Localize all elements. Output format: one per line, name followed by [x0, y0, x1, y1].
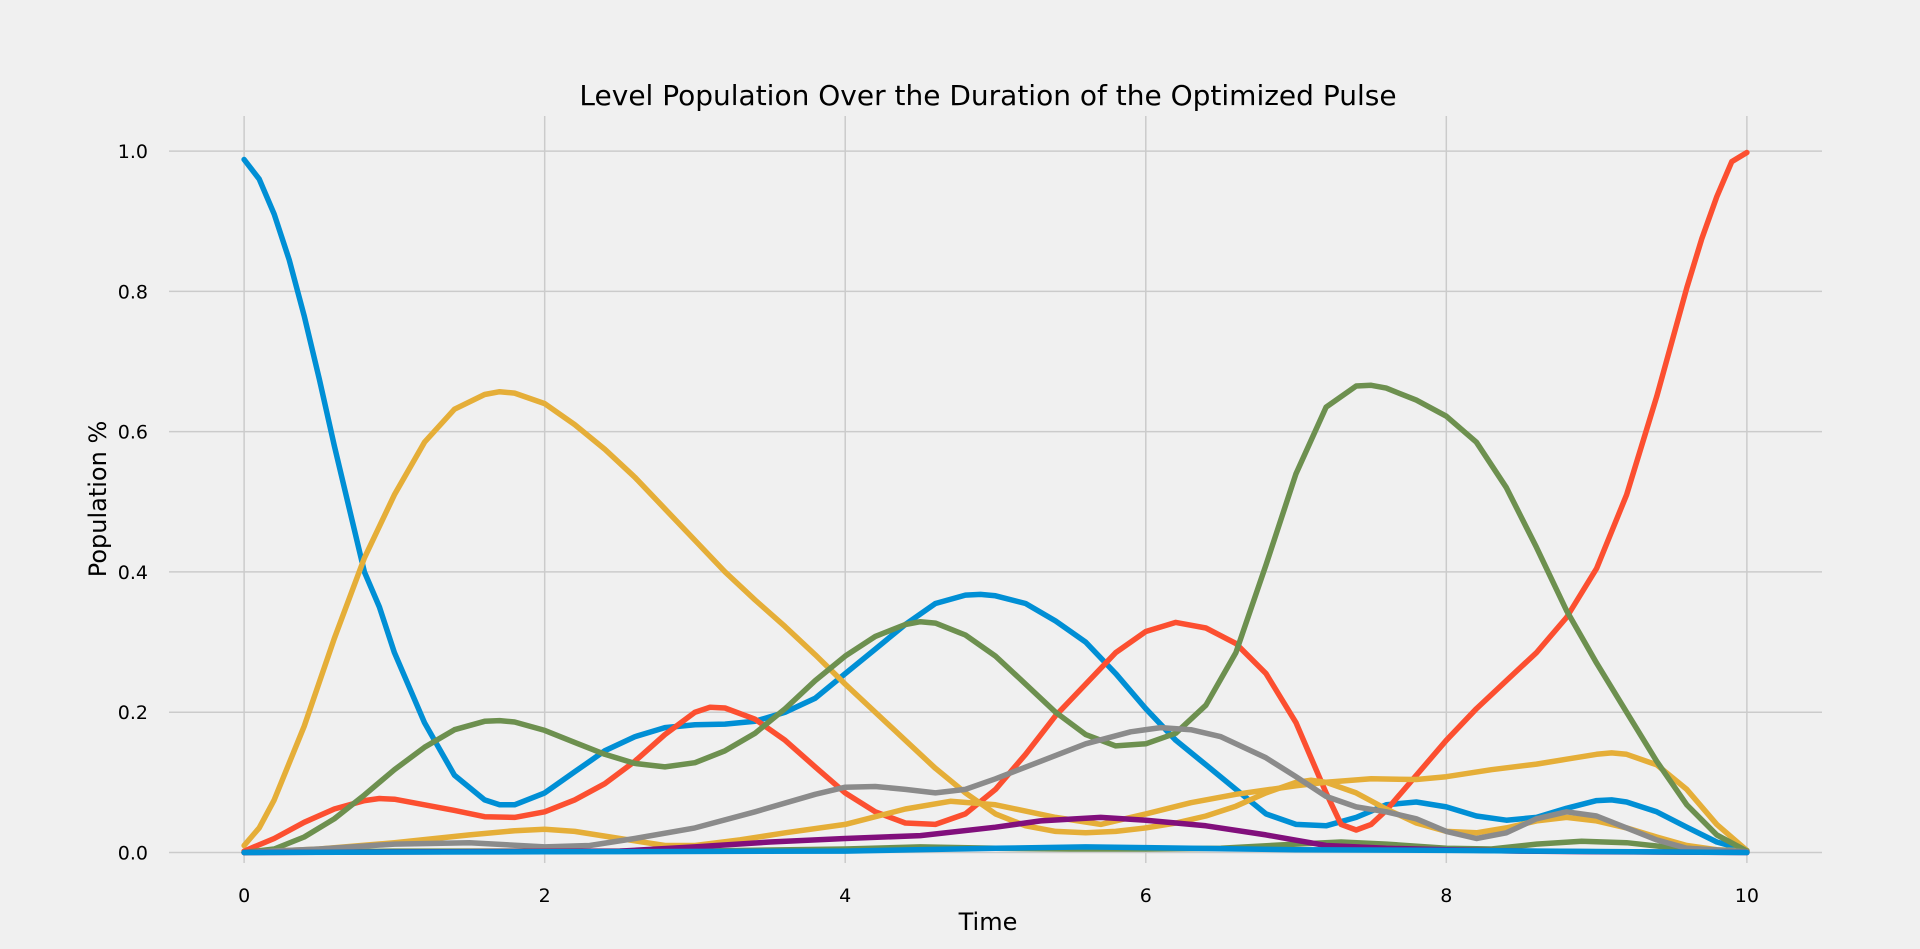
y-tick-label: 0.2: [118, 702, 148, 724]
series-lines: [241, 149, 1750, 856]
x-tick-label: 0: [238, 885, 250, 907]
series-line-4: [241, 750, 1750, 856]
y-tick-label: 1.0: [118, 141, 148, 163]
series-line-3: [241, 388, 1750, 854]
y-tick-label: 0.4: [118, 562, 148, 584]
series-line-9: [241, 844, 1750, 856]
chart-title: Level Population Over the Duration of th…: [579, 79, 1396, 112]
x-tick-label: 8: [1440, 885, 1452, 907]
x-tick-label: 10: [1735, 885, 1759, 907]
series-line-2: [241, 149, 1750, 854]
x-axis-label: Time: [958, 908, 1018, 936]
series-line-5: [241, 382, 1750, 856]
y-tick-label: 0.6: [118, 422, 148, 444]
x-tick-label: 4: [839, 885, 851, 907]
y-tick-labels: 0.0 0.2 0.4 0.6 0.8 1.0: [118, 141, 148, 864]
series-line-7: [241, 724, 1750, 856]
y-axis-label: Population %: [84, 421, 112, 578]
y-tick-label: 0.0: [118, 842, 148, 864]
x-tick-label: 6: [1140, 885, 1152, 907]
x-tick-labels: 0 2 4 6 8 10: [238, 885, 1759, 907]
series-line-1: [241, 156, 1750, 854]
y-tick-label: 0.8: [118, 281, 148, 303]
x-tick-label: 2: [539, 885, 551, 907]
